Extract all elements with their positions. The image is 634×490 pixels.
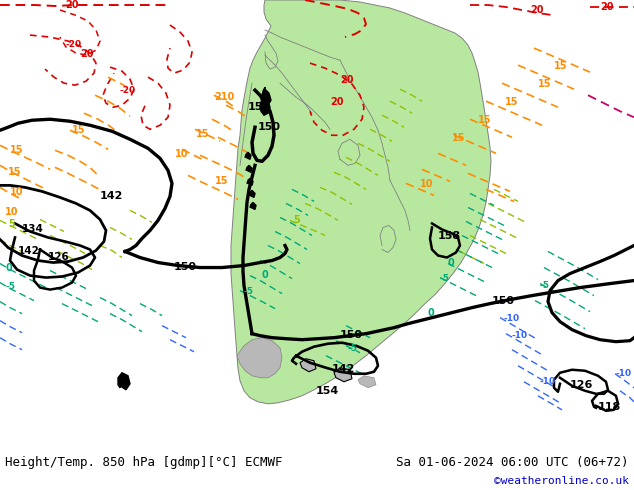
Text: 126: 126 (48, 251, 70, 262)
Text: 15: 15 (8, 168, 22, 177)
Text: 20: 20 (80, 49, 93, 59)
Text: 10: 10 (175, 149, 188, 159)
Text: 15: 15 (196, 129, 209, 139)
Polygon shape (334, 368, 352, 382)
Text: 15: 15 (72, 125, 86, 135)
Polygon shape (358, 376, 376, 388)
Polygon shape (118, 373, 130, 390)
Polygon shape (260, 97, 270, 115)
Polygon shape (247, 178, 253, 185)
Text: 0: 0 (428, 308, 435, 318)
Text: 142: 142 (100, 192, 124, 201)
Text: -20: -20 (66, 40, 82, 49)
Text: 142: 142 (332, 364, 356, 374)
Text: 10: 10 (5, 207, 18, 218)
Text: 126: 126 (570, 380, 593, 390)
Text: Height/Temp. 850 hPa [gdmp][°C] ECMWF: Height/Temp. 850 hPa [gdmp][°C] ECMWF (5, 456, 283, 469)
Text: -5: -5 (440, 273, 450, 283)
Text: 154: 154 (316, 386, 339, 396)
Text: 20: 20 (65, 0, 79, 10)
Polygon shape (261, 87, 271, 105)
Text: -10: -10 (511, 331, 527, 340)
Text: 158: 158 (438, 231, 461, 242)
Polygon shape (300, 359, 316, 372)
Text: 134: 134 (22, 224, 44, 235)
Text: ©weatheronline.co.uk: ©weatheronline.co.uk (494, 476, 629, 486)
Polygon shape (237, 338, 282, 378)
Text: 15: 15 (452, 133, 465, 143)
Text: 150: 150 (340, 330, 363, 340)
Text: 10: 10 (420, 179, 434, 189)
Text: 210: 210 (214, 92, 234, 102)
Text: 0: 0 (5, 263, 12, 272)
Text: -5: -5 (5, 282, 15, 291)
Text: -5: -5 (348, 343, 358, 353)
Text: 150: 150 (248, 102, 271, 112)
Text: 20: 20 (600, 2, 614, 12)
Text: 15: 15 (554, 61, 567, 71)
Text: 15: 15 (10, 146, 23, 155)
Text: 10: 10 (10, 187, 23, 197)
Text: 15: 15 (505, 97, 519, 107)
Text: -10: -10 (616, 369, 632, 378)
Text: 0: 0 (448, 258, 455, 268)
Text: 15: 15 (538, 79, 552, 89)
Text: -10: -10 (503, 314, 519, 322)
Text: 150: 150 (492, 295, 515, 306)
Polygon shape (249, 191, 255, 197)
Text: -5: -5 (540, 281, 550, 290)
Text: 5: 5 (293, 216, 300, 225)
Text: -10: -10 (540, 377, 556, 386)
Text: 0: 0 (262, 270, 269, 280)
Text: 150: 150 (174, 262, 197, 271)
Text: 118: 118 (598, 402, 621, 412)
Polygon shape (246, 165, 252, 172)
Text: 20: 20 (340, 75, 354, 85)
Polygon shape (245, 152, 251, 159)
Text: -20: -20 (120, 86, 136, 95)
Text: 15: 15 (215, 176, 228, 186)
Text: 20: 20 (330, 97, 344, 107)
Text: Sa 01-06-2024 06:00 UTC (06+72): Sa 01-06-2024 06:00 UTC (06+72) (396, 456, 629, 469)
Text: 20: 20 (530, 5, 543, 15)
Text: 142: 142 (18, 245, 40, 255)
Polygon shape (250, 202, 256, 209)
Text: -5: -5 (244, 287, 254, 295)
Text: 150: 150 (258, 122, 281, 132)
Polygon shape (231, 0, 491, 404)
Text: 5: 5 (8, 220, 15, 229)
Text: 15: 15 (478, 115, 491, 125)
